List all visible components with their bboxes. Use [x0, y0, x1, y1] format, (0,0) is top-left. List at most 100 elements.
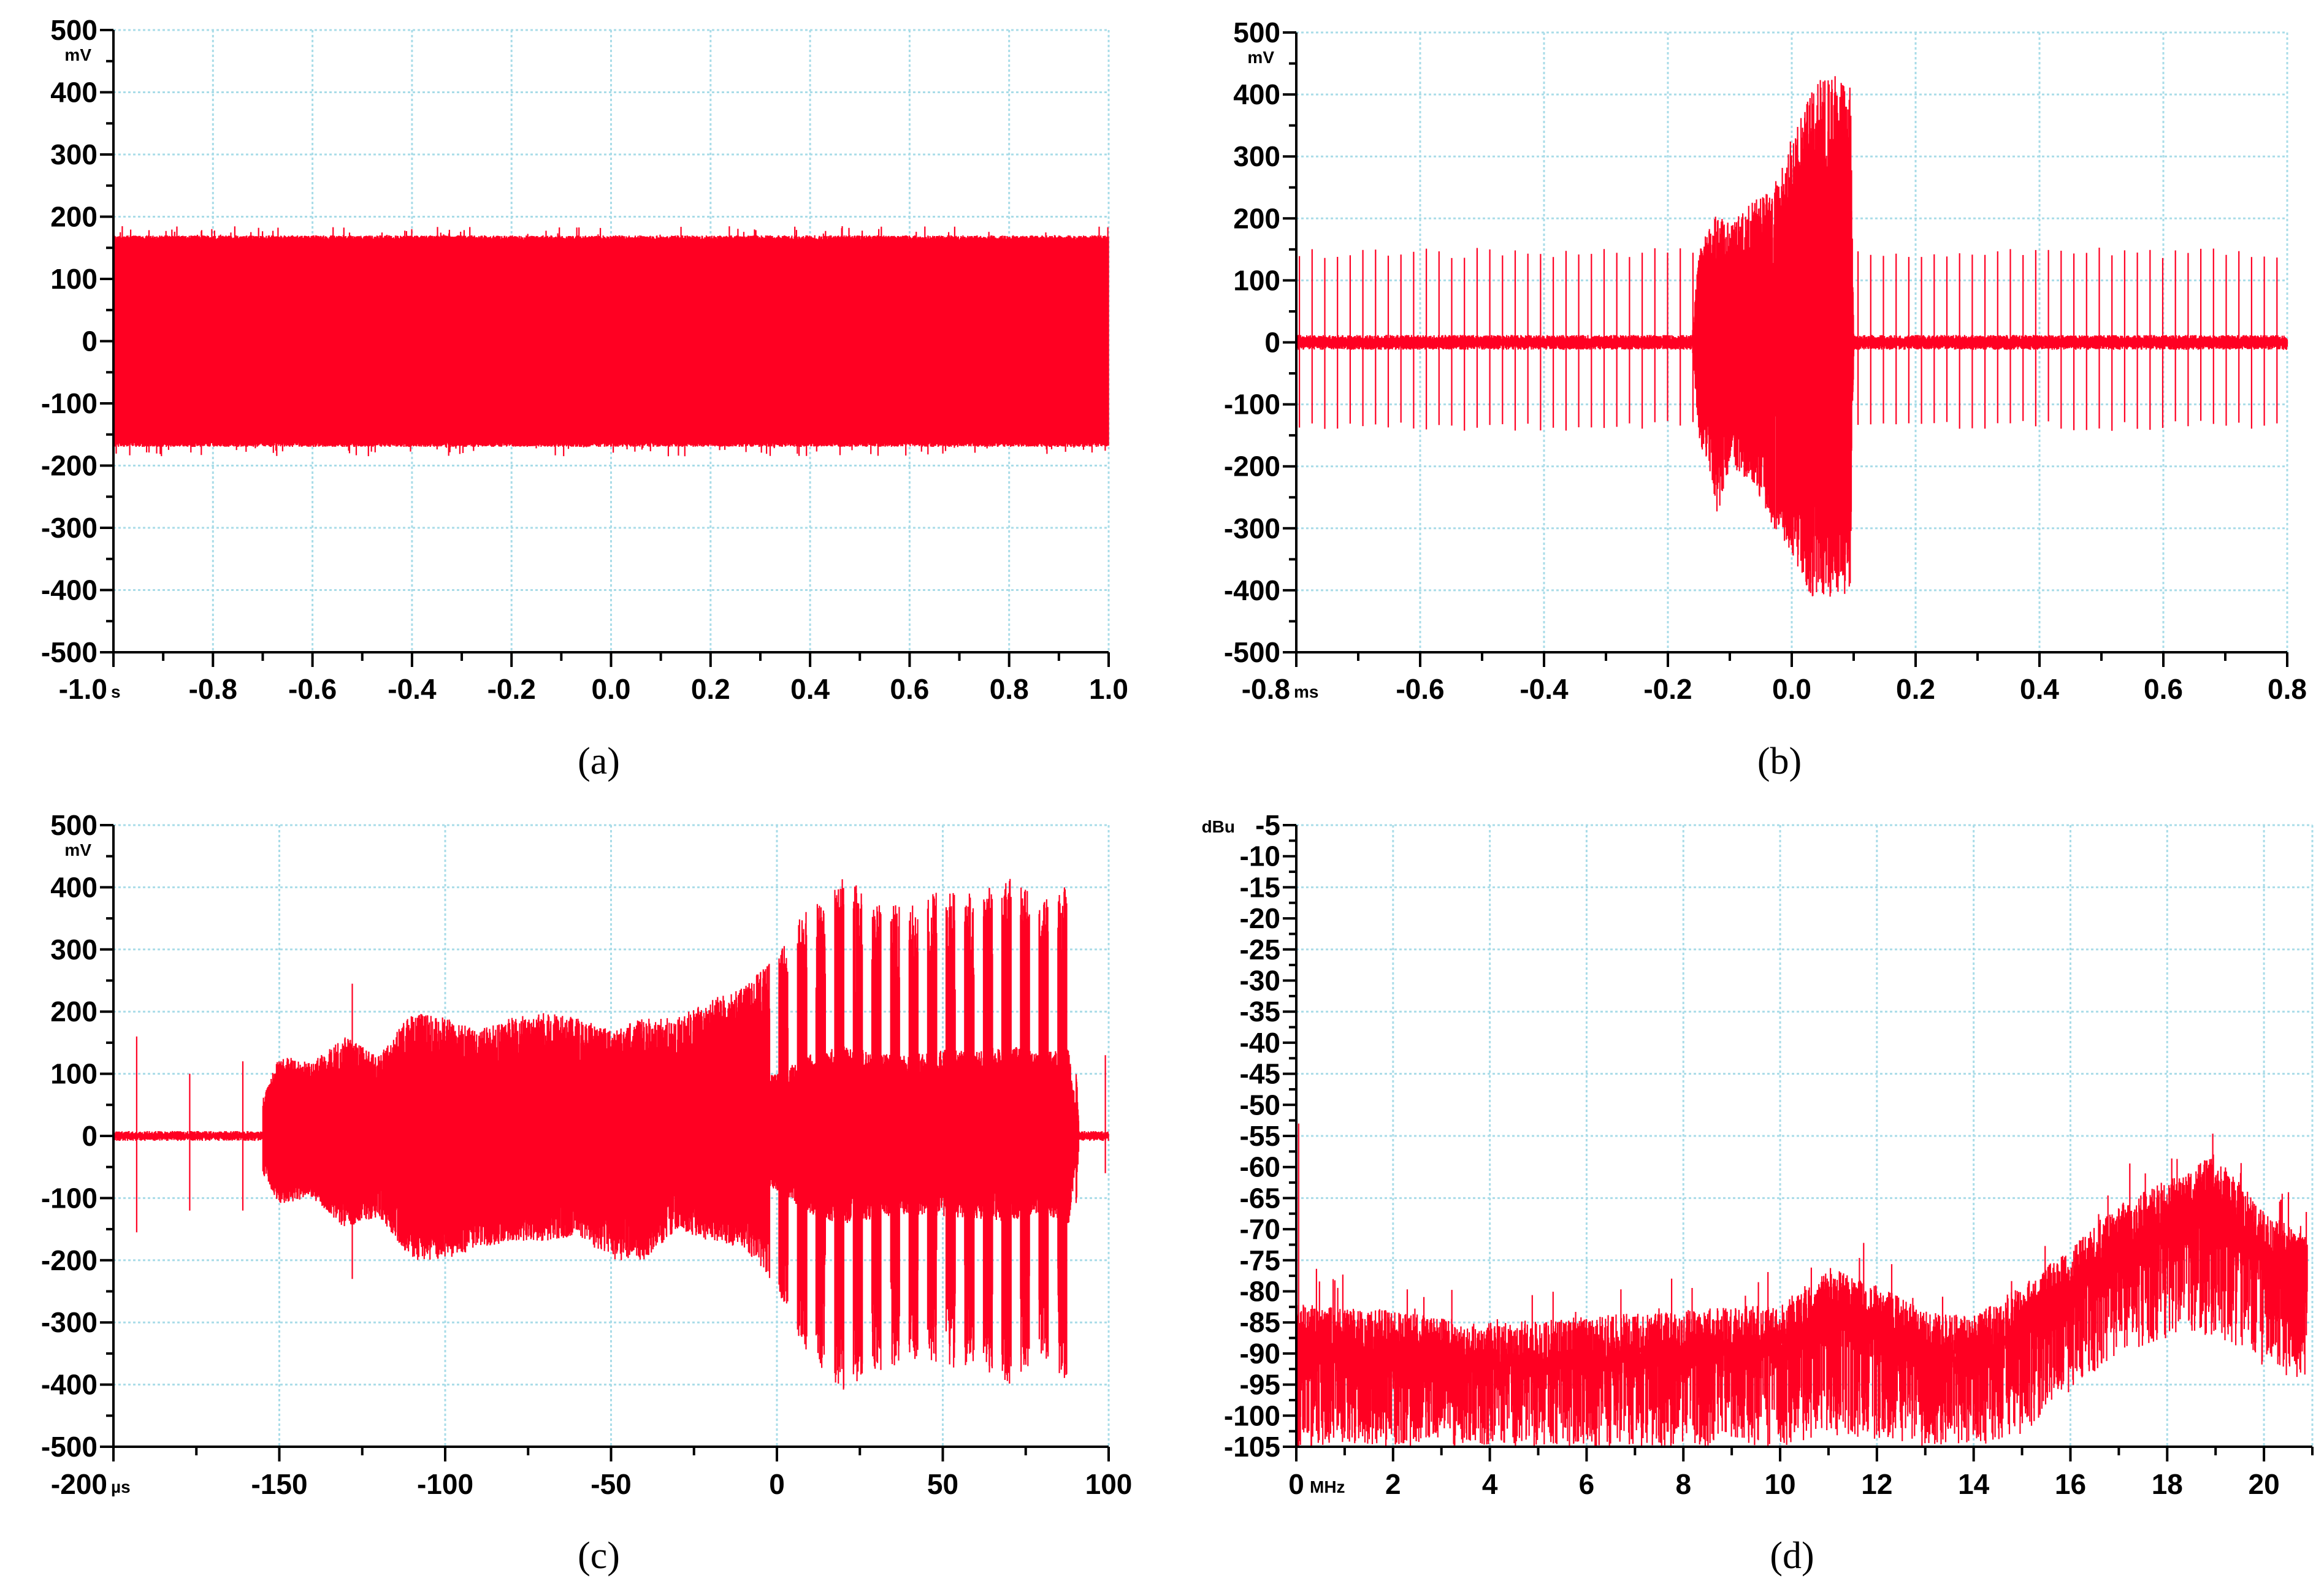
ticks	[100, 29, 1110, 667]
x-tick-label: 50	[927, 1468, 958, 1500]
y-tick-label: -95	[1240, 1369, 1280, 1401]
x-tick-label: -0.6	[288, 673, 337, 705]
x-tick-label: -100	[417, 1468, 473, 1500]
y-tick-label: -25	[1240, 934, 1280, 966]
y-tick-label: 200	[50, 996, 97, 1027]
ticks	[100, 824, 1110, 1461]
signal-trace-d	[1296, 1123, 2308, 1447]
x-tick-label: -0.6	[1396, 673, 1444, 705]
y-tick-label: -100	[41, 1182, 97, 1214]
x-tick-label: 0	[1288, 1468, 1304, 1500]
y-tick-label: 0	[82, 326, 97, 357]
panel-c: 5004003002001000-100-200-300-400-500-200…	[41, 809, 1132, 1577]
y-tick-label: -100	[1224, 1400, 1280, 1431]
x-tick-label: 0.8	[990, 673, 1029, 705]
y-tick-label: -45	[1240, 1058, 1280, 1090]
y-tick-label: -500	[41, 636, 97, 668]
y-tick-label: 300	[50, 934, 97, 966]
x-tick-label: -1.0	[59, 673, 107, 705]
panel-caption: (b)	[1757, 741, 1802, 782]
y-tick-label: -60	[1240, 1151, 1280, 1183]
x-tick-label: -150	[251, 1468, 307, 1500]
x-unit-label: µs	[111, 1477, 131, 1496]
x-tick-label: 0.6	[2144, 673, 2183, 705]
signal-trace-b	[1296, 76, 2288, 597]
y-tick-label: -200	[41, 450, 97, 482]
y-tick-label: 200	[50, 201, 97, 233]
y-tick-label: -20	[1240, 902, 1280, 934]
x-tick-label: 100	[1085, 1468, 1133, 1500]
x-tick-label: 0.2	[691, 673, 730, 705]
y-tick-label: 300	[1233, 140, 1280, 172]
y-tick-label: -70	[1240, 1213, 1280, 1245]
y-tick-label: -500	[41, 1431, 97, 1463]
x-tick-label: -0.2	[487, 673, 536, 705]
panel-caption: (a)	[578, 741, 620, 782]
x-tick-label: -200	[51, 1468, 107, 1500]
x-unit-label: s	[111, 682, 121, 701]
y-tick-label: -50	[1240, 1089, 1280, 1121]
y-tick-label: -500	[1224, 636, 1280, 668]
x-tick-label: 10	[1764, 1468, 1795, 1500]
panel-d: -5-10-15-20-25-30-35-40-45-50-55-60-65-7…	[1202, 809, 2314, 1577]
x-unit-label: MHz	[1310, 1477, 1345, 1496]
y-tick-label: -40	[1240, 1027, 1280, 1059]
y-tick-label: 0	[1264, 327, 1280, 359]
signal-trace-a	[113, 226, 1109, 457]
y-tick-label: -65	[1240, 1182, 1280, 1214]
y-tick-label: 100	[50, 263, 97, 295]
grid	[1296, 824, 2314, 1448]
y-tick-label: 400	[1233, 78, 1280, 110]
y-tick-label: -400	[41, 574, 97, 606]
panel-a: 500 400 300 200 100 0 -100 -200 -300 -400 -500 -1.0…	[41, 14, 1128, 782]
y-tick-label: 400	[50, 77, 97, 109]
x-tick-label: 0.0	[1772, 673, 1811, 705]
x-tick-label: 18	[2152, 1468, 2183, 1500]
y-tick-label: 0	[82, 1120, 97, 1152]
x-tick-label: 16	[2055, 1468, 2086, 1500]
x-tick-label: 4	[1482, 1468, 1498, 1500]
y-tick-label: 100	[1233, 264, 1280, 296]
x-tick-label: -0.4	[388, 673, 437, 705]
y-tick-label: -10	[1240, 840, 1280, 872]
y-tick-label: -35	[1240, 996, 1280, 1027]
x-tick-label: 6	[1579, 1468, 1595, 1500]
y-tick-label: 400	[50, 871, 97, 903]
y-tick-label: -80	[1240, 1276, 1280, 1308]
x-tick-label: 0.4	[2020, 673, 2059, 705]
panel-caption: (c)	[578, 1535, 620, 1577]
y-tick-label: -100	[1224, 389, 1280, 421]
panel-b: 500 400 300 200 100 0 -100 -200 -300 -400 -500 -0.8…	[1224, 17, 2307, 782]
y-tick-label: 500	[50, 14, 97, 46]
y-tick-label: -400	[1224, 574, 1280, 606]
y-tick-label: 300	[50, 139, 97, 170]
x-tick-label: 0.2	[1896, 673, 1935, 705]
x-tick-label: -0.4	[1519, 673, 1569, 705]
y-unit-label: mV	[64, 45, 91, 64]
x-tick-label: 0.6	[890, 673, 929, 705]
x-tick-label: -0.8	[189, 673, 237, 705]
y-unit-label: mV	[1247, 48, 1274, 67]
y-unit-label: mV	[64, 840, 91, 859]
y-tick-label: -300	[41, 512, 97, 544]
x-tick-label: 20	[2249, 1468, 2280, 1500]
y-tick-label: -100	[41, 387, 97, 419]
y-tick-label: -300	[1224, 512, 1280, 544]
y-tick-label: 500	[1233, 17, 1280, 48]
x-tick-label: 2	[1385, 1468, 1401, 1500]
x-tick-label: 8	[1675, 1468, 1691, 1500]
panel-caption: (d)	[1770, 1535, 1814, 1577]
ticks	[1283, 31, 2288, 667]
x-tick-label: 0.4	[790, 673, 830, 705]
x-tick-label: 12	[1861, 1468, 1892, 1500]
y-tick-label: -200	[1224, 451, 1280, 482]
x-unit-label: ms	[1294, 682, 1318, 701]
y-tick-label: 100	[50, 1058, 97, 1090]
y-unit-label: dBu	[1202, 817, 1235, 836]
x-tick-label: 0.8	[2268, 673, 2307, 705]
x-tick-label: 14	[1958, 1468, 1990, 1500]
y-tick-label: -15	[1240, 871, 1280, 903]
y-tick-label: -200	[41, 1244, 97, 1276]
y-tick-label: -85	[1240, 1306, 1280, 1338]
